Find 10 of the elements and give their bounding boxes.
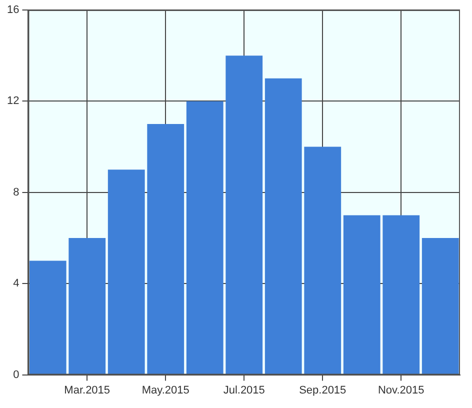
y-tick-label: 8 xyxy=(13,186,20,198)
x-tick-label: Mar.2015 xyxy=(64,384,110,396)
x-tick-label: Jul.2015 xyxy=(223,384,265,396)
y-tick-label: 12 xyxy=(6,95,20,108)
y-tick-label: 0 xyxy=(13,368,20,381)
x-tick-label: May.2015 xyxy=(142,384,190,396)
x-tick-label: Sep.2015 xyxy=(299,384,346,396)
x-tick-label: Nov.2015 xyxy=(378,384,424,396)
y-tick-label: 4 xyxy=(13,278,20,290)
y-tick-label: 16 xyxy=(6,4,20,16)
